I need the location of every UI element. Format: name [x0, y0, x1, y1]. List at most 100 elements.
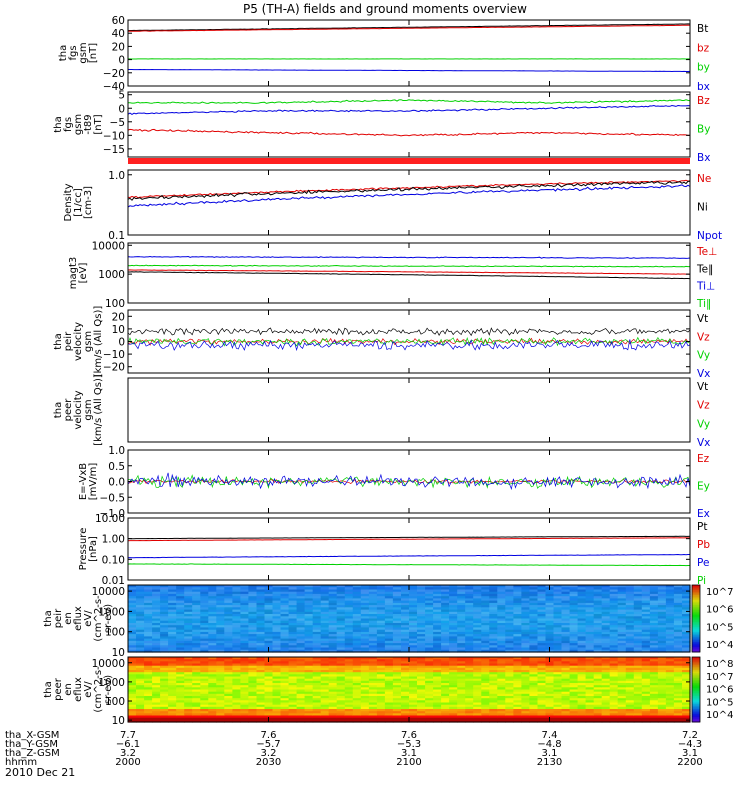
heatmap-cell	[304, 659, 314, 662]
heatmap-cell	[328, 693, 338, 697]
heatmap-cell	[320, 618, 330, 622]
heatmap-cell	[569, 618, 579, 622]
y-tick-label: 40	[112, 28, 125, 40]
heatmap-cell	[208, 670, 217, 673]
heatmap-cell	[240, 634, 249, 637]
legend-label: Npot	[697, 230, 722, 242]
heatmap-cell	[481, 585, 490, 588]
heatmap-cell	[641, 587, 651, 590]
heatmap-cell	[425, 609, 434, 613]
y-label-line: magt3	[68, 257, 79, 290]
heatmap-cell	[553, 609, 563, 613]
heatmap-cell	[368, 657, 378, 660]
heatmap-cell	[577, 674, 587, 678]
heatmap-cell	[168, 704, 177, 708]
heatmap-cell	[529, 715, 538, 719]
heatmap-cell	[328, 702, 338, 706]
heatmap-cell	[264, 663, 274, 667]
heatmap-cell	[505, 680, 514, 684]
heatmap-cell	[641, 672, 651, 675]
heatmap-cell	[553, 700, 563, 704]
heatmap-cell	[304, 691, 314, 695]
heatmap-cell	[449, 659, 458, 662]
heatmap-cell	[224, 661, 233, 665]
heatmap-cell	[224, 711, 233, 714]
heatmap-cell	[537, 661, 547, 665]
heatmap-cell	[216, 661, 225, 665]
heatmap-cell	[673, 616, 683, 620]
panel7-series	[127, 472, 691, 491]
heatmap-cell	[449, 693, 458, 697]
heatmap-cell	[633, 670, 643, 673]
heatmap-cell	[360, 625, 370, 628]
heatmap-cell	[433, 607, 442, 611]
colorbar-step	[692, 710, 700, 713]
heatmap-cell	[368, 702, 378, 706]
heatmap-cell	[200, 696, 209, 699]
heatmap-cell	[192, 593, 201, 597]
heatmap-cell	[176, 611, 185, 615]
heatmap-cell	[312, 649, 322, 653]
heatmap-cell	[384, 638, 394, 642]
heatmap-cell	[312, 670, 322, 673]
heatmap-cell	[649, 627, 659, 631]
heatmap-cell	[320, 620, 330, 624]
heatmap-cell	[417, 609, 426, 613]
heatmap-cell	[617, 625, 627, 628]
heatmap-cell	[384, 715, 394, 719]
heatmap-cell	[320, 614, 330, 617]
heatmap-cell	[136, 685, 145, 688]
heatmap-cell	[168, 593, 177, 597]
heatmap-cell	[682, 667, 691, 671]
heatmap-cell	[272, 649, 282, 653]
heatmap-cell	[633, 636, 643, 640]
colorbar-step	[692, 660, 700, 663]
heatmap-cell	[200, 704, 209, 708]
heatmap-cell	[665, 711, 675, 714]
heatmap-cell	[232, 693, 241, 697]
heatmap-cell	[521, 693, 530, 697]
heatmap-cell	[272, 689, 282, 693]
heatmap-cell	[272, 680, 282, 684]
heatmap-cell	[312, 629, 322, 633]
heatmap-cell	[441, 683, 450, 686]
heatmap-cell	[392, 683, 402, 686]
heatmap-cell	[665, 636, 675, 640]
heatmap-cell	[360, 672, 370, 675]
heatmap-cell	[401, 709, 410, 712]
ephemeris-value: −6.1	[116, 739, 140, 750]
heatmap-cell	[168, 620, 177, 624]
heatmap-cell	[513, 598, 522, 602]
heatmap-cell	[657, 685, 667, 688]
heatmap-cell	[401, 614, 410, 617]
y-label-line: peer	[53, 677, 64, 701]
heatmap-cell	[256, 607, 266, 611]
heatmap-cell	[136, 719, 145, 723]
heatmap-cell	[457, 702, 466, 706]
heatmap-cell	[569, 585, 579, 588]
heatmap-cell	[529, 585, 538, 588]
heatmap-cell	[513, 691, 522, 695]
heatmap-cell	[609, 638, 619, 642]
heatmap-cell	[593, 665, 603, 669]
heatmap-cell	[649, 616, 659, 620]
heatmap-cell	[264, 596, 274, 599]
heatmap-cell	[569, 689, 579, 693]
heatmap-cell	[657, 706, 667, 710]
heatmap-cell	[481, 627, 490, 631]
heatmap-cell	[657, 598, 667, 602]
heatmap-cell	[649, 600, 659, 604]
heatmap-cell	[457, 620, 466, 624]
heatmap-cell	[208, 683, 217, 686]
heatmap-cell	[384, 587, 394, 590]
heatmap-cell	[312, 643, 322, 646]
heatmap-cell	[641, 719, 651, 723]
heatmap-cell	[401, 680, 410, 684]
heatmap-cell	[665, 638, 675, 642]
heatmap-cell	[521, 702, 530, 706]
heatmap-cell	[184, 687, 193, 691]
heatmap-cell	[457, 598, 466, 602]
heatmap-cell	[441, 640, 450, 644]
